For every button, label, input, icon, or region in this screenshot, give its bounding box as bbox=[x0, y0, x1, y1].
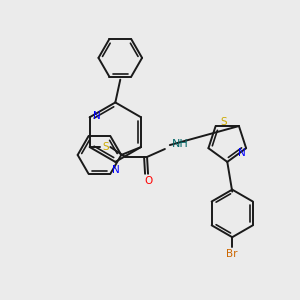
Text: NH: NH bbox=[172, 139, 189, 149]
Text: O: O bbox=[144, 176, 152, 186]
Text: N: N bbox=[93, 111, 101, 121]
Text: Br: Br bbox=[226, 249, 238, 259]
Text: S: S bbox=[102, 142, 109, 152]
Text: N: N bbox=[238, 148, 246, 158]
Text: N: N bbox=[112, 165, 120, 175]
Text: S: S bbox=[220, 117, 227, 127]
